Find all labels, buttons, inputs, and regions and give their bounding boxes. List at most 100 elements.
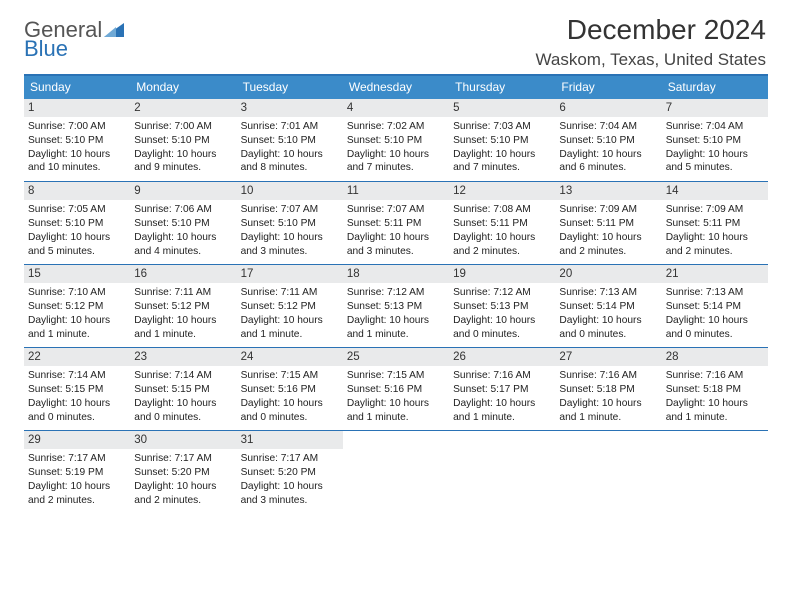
day-number: 25 [343,348,449,366]
calendar-cell: 24 Sunrise: 7:15 AMSunset: 5:16 PMDayligh… [237,348,343,430]
day-number: 5 [449,99,555,117]
page-title: December 2024 [535,14,766,46]
day-details: Sunrise: 7:13 AMSunset: 5:14 PMDaylight:… [666,286,764,341]
calendar-cell: 19 Sunrise: 7:12 AMSunset: 5:13 PMDayligh… [449,265,555,347]
calendar-cell: 6 Sunrise: 7:04 AMSunset: 5:10 PMDaylight… [555,99,661,181]
calendar-cell: 3Sunrise: 7:01 AMSunset: 5:10 PMDaylight… [237,99,343,181]
day-header: Monday [130,76,236,99]
calendar-cell: 10Sunrise: 7:07 AMSunset: 5:10 PMDayligh… [237,182,343,264]
day-details: Sunrise: 7:12 AMSunset: 5:13 PMDaylight:… [453,286,551,341]
day-details: Sunrise: 7:06 AMSunset: 5:10 PMDaylight:… [134,203,232,258]
day-number: 8 [24,182,130,200]
calendar: SundayMondayTuesdayWednesdayThursdayFrid… [24,74,768,513]
day-details: Sunrise: 7:14 AMSunset: 5:15 PMDaylight:… [28,369,126,424]
calendar-cell: 14Sunrise: 7:09 AMSunset: 5:11 PMDayligh… [662,182,768,264]
day-details: Sunrise: 7:02 AMSunset: 5:10 PMDaylight:… [347,120,445,175]
day-details: Sunrise: 7:10 AMSunset: 5:12 PMDaylight:… [28,286,126,341]
day-number: 18 [343,265,449,283]
day-details: Sunrise: 7:13 AMSunset: 5:14 PMDaylight:… [559,286,657,341]
day-details: Sunrise: 7:16 AMSunset: 5:18 PMDaylight:… [559,369,657,424]
day-header: Wednesday [343,76,449,99]
day-details: Sunrise: 7:09 AMSunset: 5:11 PMDaylight:… [666,203,764,258]
day-details: Sunrise: 7:07 AMSunset: 5:10 PMDaylight:… [241,203,339,258]
day-header: Saturday [662,76,768,99]
day-number: 1 [24,99,130,117]
calendar-cell: 2 Sunrise: 7:00 AMSunset: 5:10 PMDaylight… [130,99,236,181]
day-number: 28 [662,348,768,366]
day-details: Sunrise: 7:04 AMSunset: 5:10 PMDaylight:… [559,120,657,175]
day-header: Tuesday [237,76,343,99]
calendar-cell: 13Sunrise: 7:09 AMSunset: 5:11 PMDayligh… [555,182,661,264]
header-right: December 2024 Waskom, Texas, United Stat… [535,14,766,70]
calendar-cell: 23 Sunrise: 7:14 AMSunset: 5:15 PMDayligh… [130,348,236,430]
calendar-week: 29Sunrise: 7:17 AMSunset: 5:19 PMDayligh… [24,430,768,513]
day-number: 2 [130,99,236,117]
calendar-week: 1Sunrise: 7:00 AMSunset: 5:10 PMDaylight… [24,99,768,181]
calendar-week: 8 Sunrise: 7:05 AMSunset: 5:10 PMDaylight… [24,181,768,264]
calendar-cell: 27Sunrise: 7:16 AMSunset: 5:18 PMDayligh… [555,348,661,430]
day-number: 11 [343,182,449,200]
logo: General Blue [24,18,126,60]
day-number: 6 [555,99,661,117]
day-number: 15 [24,265,130,283]
calendar-week: 22Sunrise: 7:14 AMSunset: 5:15 PMDayligh… [24,347,768,430]
day-number: 22 [24,348,130,366]
calendar-cell: 11 Sunrise: 7:07 AMSunset: 5:11 PMDayligh… [343,182,449,264]
day-details: Sunrise: 7:12 AMSunset: 5:13 PMDaylight:… [347,286,445,341]
logo-text: General Blue [24,18,102,60]
calendar-cell: 17 Sunrise: 7:11 AMSunset: 5:12 PMDayligh… [237,265,343,347]
day-number: 20 [555,265,661,283]
day-number: 17 [237,265,343,283]
day-number: 23 [130,348,236,366]
day-header: Thursday [449,76,555,99]
day-details: Sunrise: 7:03 AMSunset: 5:10 PMDaylight:… [453,120,551,175]
day-details: Sunrise: 7:16 AMSunset: 5:17 PMDaylight:… [453,369,551,424]
day-header: Sunday [24,76,130,99]
calendar-cell: . [555,431,661,513]
calendar-cell: 15 Sunrise: 7:10 AMSunset: 5:12 PMDayligh… [24,265,130,347]
day-details: Sunrise: 7:11 AMSunset: 5:12 PMDaylight:… [241,286,339,341]
day-details: Sunrise: 7:00 AMSunset: 5:10 PMDaylight:… [134,120,232,175]
calendar-cell: 22 Sunrise: 7:14 AMSunset: 5:15 PMDayligh… [24,348,130,430]
day-details: Sunrise: 7:15 AMSunset: 5:16 PMDaylight:… [347,369,445,424]
day-details: Sunrise: 7:07 AMSunset: 5:11 PMDaylight:… [347,203,445,258]
calendar-cell: 29Sunrise: 7:17 AMSunset: 5:19 PMDayligh… [24,431,130,513]
day-number: 4 [343,99,449,117]
calendar-cell: . [343,431,449,513]
day-number: 12 [449,182,555,200]
day-number: 26 [449,348,555,366]
calendar-cell: 28 Sunrise: 7:16 AMSunset: 5:18 PMDayligh… [662,348,768,430]
day-number: 9 [130,182,236,200]
weeks-container: 1Sunrise: 7:00 AMSunset: 5:10 PMDaylight… [24,99,768,513]
day-number: 3 [237,99,343,117]
calendar-cell: 9 Sunrise: 7:06 AMSunset: 5:10 PMDaylight… [130,182,236,264]
day-details: Sunrise: 7:09 AMSunset: 5:11 PMDaylight:… [559,203,657,258]
day-details: Sunrise: 7:11 AMSunset: 5:12 PMDaylight:… [134,286,232,341]
logo-triangle-icon [104,21,126,39]
calendar-cell: 31 Sunrise: 7:17 AMSunset: 5:20 PMDayligh… [237,431,343,513]
day-number: 16 [130,265,236,283]
day-number: 30 [130,431,236,449]
day-details: Sunrise: 7:16 AMSunset: 5:18 PMDaylight:… [666,369,764,424]
day-details: Sunrise: 7:17 AMSunset: 5:20 PMDaylight:… [241,452,339,507]
day-details: Sunrise: 7:15 AMSunset: 5:16 PMDaylight:… [241,369,339,424]
day-headers-row: SundayMondayTuesdayWednesdayThursdayFrid… [24,76,768,99]
calendar-cell: . [662,431,768,513]
day-details: Sunrise: 7:05 AMSunset: 5:10 PMDaylight:… [28,203,126,258]
day-number: 29 [24,431,130,449]
day-number: 24 [237,348,343,366]
day-header: Friday [555,76,661,99]
calendar-cell: 4 Sunrise: 7:02 AMSunset: 5:10 PMDaylight… [343,99,449,181]
day-number: 31 [237,431,343,449]
day-number: 7 [662,99,768,117]
day-number: 21 [662,265,768,283]
location-text: Waskom, Texas, United States [535,50,766,70]
day-number: 19 [449,265,555,283]
day-details: Sunrise: 7:14 AMSunset: 5:15 PMDaylight:… [134,369,232,424]
calendar-week: 15 Sunrise: 7:10 AMSunset: 5:12 PMDayligh… [24,264,768,347]
calendar-cell: . [449,431,555,513]
calendar-cell: 7Sunrise: 7:04 AMSunset: 5:10 PMDaylight… [662,99,768,181]
day-details: Sunrise: 7:00 AMSunset: 5:10 PMDaylight:… [28,120,126,175]
day-details: Sunrise: 7:17 AMSunset: 5:20 PMDaylight:… [134,452,232,507]
calendar-cell: 1 Sunrise: 7:00 AMSunset: 5:10 PMDaylight… [24,99,130,181]
